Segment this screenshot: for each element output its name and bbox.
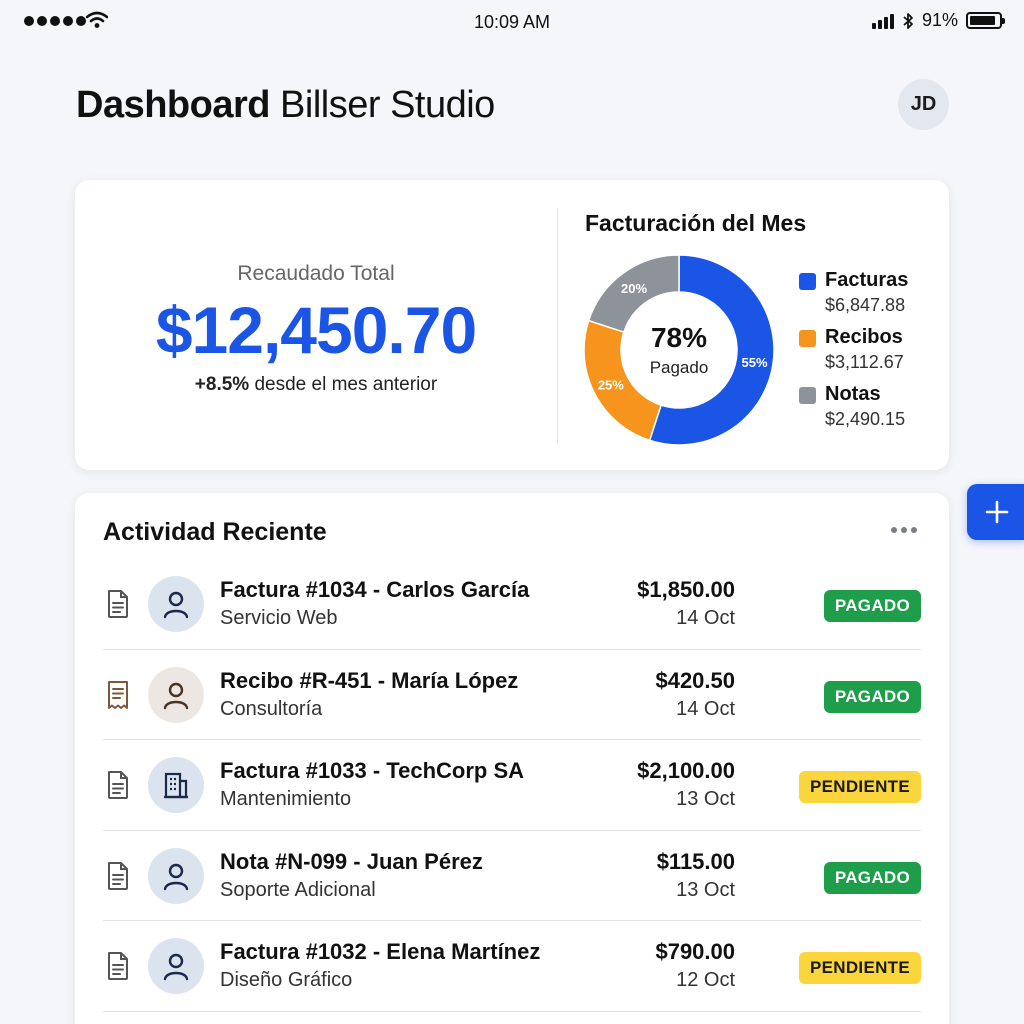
status-badge: PAGADO: [823, 861, 921, 894]
activity-amount: $1,850.00: [637, 577, 735, 602]
receipt-icon: [108, 680, 128, 709]
document-icon: [108, 952, 128, 980]
client-avatar: [148, 847, 204, 904]
status-badge: PAGADO: [823, 590, 921, 622]
activity-amount: $790.00: [655, 939, 735, 964]
activity-row[interactable]: Nota #N-099 - Juan Pérez Soporte Adicion…: [103, 831, 921, 921]
donut-label-notas: 20%: [621, 281, 647, 296]
activity-date: 13 Oct: [676, 788, 735, 810]
total-collected-block: Recaudado Total $12,450.70 +8.5% desde e…: [75, 180, 557, 470]
donut-slice-notas: [587, 254, 680, 334]
donut-label-facturas: 55%: [742, 355, 768, 370]
person-icon: [163, 591, 189, 619]
activity-amount: $2,100.00: [637, 758, 735, 783]
activity-title-text: Factura #1032 - Elena Martínez: [220, 939, 541, 964]
activity-title-text: Factura #1034 - Carlos García: [220, 577, 530, 602]
more-horizontal-icon: [891, 527, 897, 533]
wifi-icon: [86, 11, 108, 28]
activity-subtitle: Consultoría: [220, 697, 323, 720]
plus-icon: [985, 500, 1009, 524]
battery-icon: [966, 12, 1005, 29]
battery-percent: 91%: [921, 10, 958, 30]
client-avatar: [148, 576, 204, 632]
legend-name: Facturas: [825, 269, 909, 291]
document-icon: [108, 861, 128, 890]
activity-date: 13 Oct: [676, 878, 735, 901]
battery-level: [970, 16, 996, 25]
bluetooth-icon: [903, 12, 913, 29]
chart-title: Facturación del Mes: [585, 210, 807, 236]
donut-center-label: Pagado: [649, 358, 709, 377]
activity-date: 14 Oct: [676, 697, 735, 720]
cellular-bars-icon: [871, 13, 894, 29]
recent-activity-card: Actividad Reciente Factura #1034 - Carlo…: [75, 493, 949, 1024]
activity-subtitle: Diseño Gráfico: [220, 969, 353, 991]
document-icon: [108, 771, 128, 799]
person-icon: [163, 953, 189, 981]
client-avatar: [148, 938, 204, 994]
person-icon: [163, 682, 189, 709]
activity-row[interactable]: Factura #1032 - Elena Martínez Diseño Gr…: [103, 921, 921, 1012]
building-icon: [164, 772, 188, 799]
activity-title-text: Factura #1033 - TechCorp SA: [220, 758, 525, 783]
legend-name: Recibos: [825, 326, 903, 348]
total-change: +8.5% desde el mes anterior: [75, 374, 557, 396]
donut-label-recibos: 25%: [598, 378, 624, 393]
add-button[interactable]: [967, 484, 1024, 540]
more-options-button[interactable]: [891, 527, 917, 533]
activity-title: Actividad Reciente: [103, 518, 327, 546]
page-title-bold: Dashboard: [76, 84, 270, 126]
activity-date: 14 Oct: [676, 607, 735, 629]
status-badge: PENDIENTE: [799, 771, 921, 803]
user-avatar[interactable]: JD: [898, 79, 949, 130]
change-value: +8.5%: [194, 374, 250, 395]
page-title: Dashboard Billser Studio: [76, 84, 495, 127]
signal-dots-icon: [24, 16, 86, 26]
activity-date: 12 Oct: [676, 969, 735, 991]
activity-row[interactable]: Factura #1034 - Carlos García Servicio W…: [103, 559, 921, 650]
legend-value: $6,847.88: [825, 295, 906, 315]
activity-subtitle: Servicio Web: [220, 607, 338, 629]
change-text: desde el mes anterior: [254, 374, 438, 395]
status-bar: 10:09 AM 91%: [0, 0, 1024, 44]
activity-list: Factura #1034 - Carlos García Servicio W…: [103, 559, 921, 1012]
activity-title-text: Recibo #R-451 - María López: [220, 667, 519, 693]
status-badge: PAGADO: [823, 680, 921, 713]
legend-swatch-recibos: [799, 330, 816, 347]
legend-value: $3,112.67: [825, 352, 904, 372]
client-avatar: [148, 757, 204, 813]
legend-swatch-notas: [799, 387, 816, 404]
activity-subtitle: Soporte Adicional: [220, 878, 376, 901]
document-icon: [108, 590, 128, 618]
activity-title-text: Nota #N-099 - Juan Pérez: [220, 848, 483, 874]
donut-slice-facturas: [648, 254, 775, 446]
donut-svg: 55% 25% 20%: [583, 254, 775, 446]
summary-card: Recaudado Total $12,450.70 +8.5% desde e…: [75, 180, 949, 470]
activity-amount: $420.50: [655, 667, 735, 693]
activity-subtitle: Mantenimiento: [220, 788, 352, 810]
person-icon: [163, 863, 189, 890]
legend-name: Notas: [825, 383, 881, 405]
legend-swatch-facturas: [799, 273, 816, 290]
total-amount: $12,450.70: [155, 293, 477, 367]
page-title-studio: Billser Studio: [280, 84, 495, 126]
divider: [557, 208, 558, 443]
activity-row[interactable]: Recibo #R-451 - María López Consultoría …: [103, 650, 921, 740]
donut-center-value: 78%: [650, 322, 708, 353]
client-avatar: [148, 666, 204, 723]
total-label: Recaudado Total: [237, 262, 395, 285]
status-time: 10:09 AM: [473, 12, 551, 32]
status-badge: PENDIENTE: [799, 952, 921, 984]
activity-row[interactable]: Factura #1033 - TechCorp SA Mantenimient…: [103, 740, 921, 831]
activity-amount: $115.00: [656, 848, 735, 874]
donut-chart: 55% 25% 20% 78% Pagado: [583, 254, 775, 446]
legend-value: $2,490.15: [825, 409, 906, 429]
